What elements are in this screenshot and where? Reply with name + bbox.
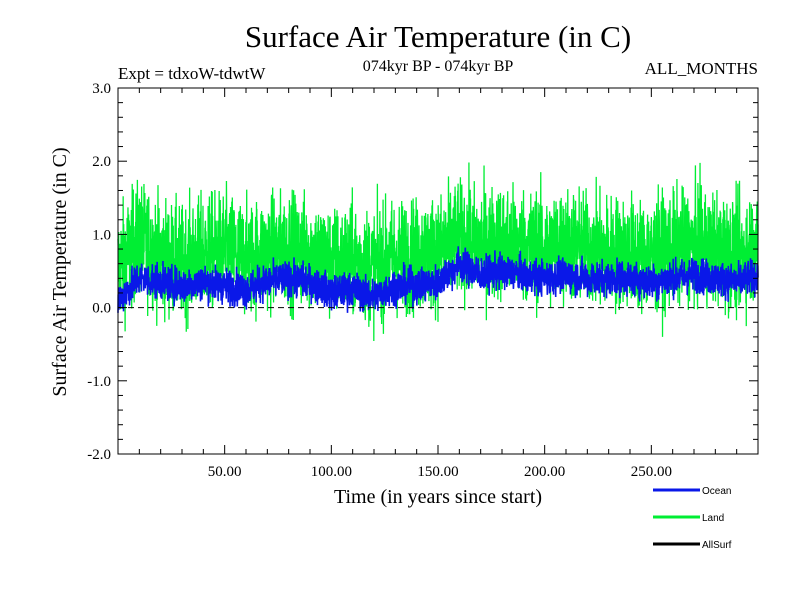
legend-label-allsurf: AllSurf [702,540,732,551]
x-tick-label: 100.00 [311,464,352,480]
y-tick-label: 2.0 [92,154,111,170]
legend: Ocean Land AllSurf [653,486,732,551]
x-tick-label: 50.00 [208,464,242,480]
chart-title: Surface Air Temperature (in C) [245,19,631,54]
chart-subtitle-center: 074kyr BP - 074kyr BP [363,58,514,75]
y-axis-label: Surface Air Temperature (in C) [49,147,71,396]
legend-label-land: Land [702,513,724,524]
y-tick-label: -2.0 [87,447,111,463]
series-line-land [117,162,759,342]
y-tick-label: 1.0 [92,227,111,243]
legend-label-ocean: Ocean [702,486,731,497]
x-tick-label: 250.00 [631,464,672,480]
chart-subtitle-left: Expt = tdxoW-tdwtW [118,64,266,83]
series-layer [117,162,759,342]
series-line-ocean [117,246,759,313]
y-tick-label: 0.0 [92,301,111,317]
y-tick-label: -1.0 [87,374,111,390]
x-axis-label: Time (in years since start) [334,486,542,508]
x-tick-label: 200.00 [524,464,565,480]
y-tick-label: 3.0 [92,81,111,97]
axes-layer: -2.0 -1.0 0.0 1.0 2.0 3.0 50.00 100.00 150.00 200… [87,81,759,480]
x-tick-label: 150.00 [417,464,458,480]
chart-subtitle-right: ALL_MONTHS [645,59,758,78]
